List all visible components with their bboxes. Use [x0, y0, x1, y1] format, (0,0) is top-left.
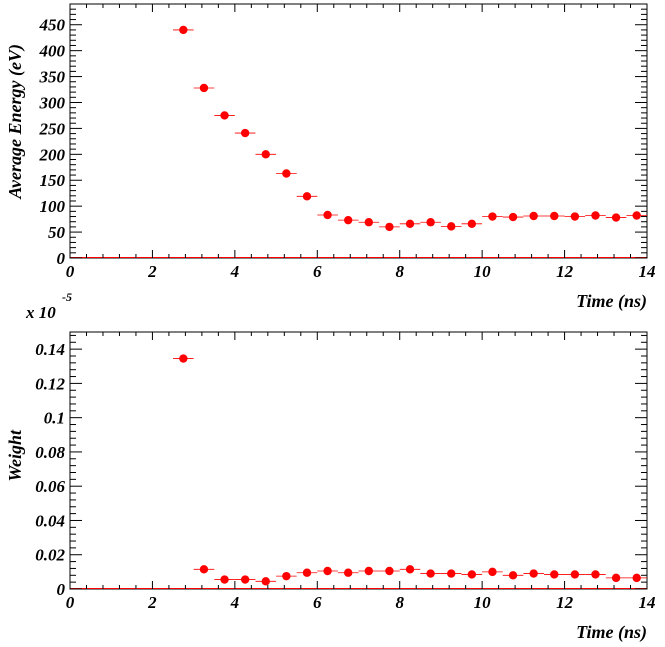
energy-data-point — [488, 212, 497, 221]
energy-x-tick-label: 0 — [66, 262, 75, 281]
energy-data-point — [364, 218, 374, 227]
weight-y-axis-title: Weight — [5, 429, 25, 482]
energy-data-point — [570, 212, 580, 221]
energy-data-point — [591, 211, 600, 220]
weight-data-point — [323, 566, 332, 576]
energy-x-axis-title: Time (ns) — [576, 291, 647, 312]
energy-y-axis-title: Average Energy (eV) — [5, 44, 26, 200]
weight-data-point — [550, 570, 559, 579]
energy-data-point — [343, 215, 353, 225]
energy-data-point — [179, 25, 188, 35]
energy-data-point — [302, 192, 312, 201]
energy-x-tick-label: 12 — [556, 262, 574, 281]
energy-data-point — [447, 222, 456, 231]
weight-data-point — [508, 571, 518, 580]
energy-x-tick-label: 6 — [313, 262, 322, 281]
energy-data-point — [550, 211, 559, 221]
weight-plot-frame — [69, 331, 648, 590]
energy-data-point — [323, 210, 332, 220]
energy-data-point — [632, 211, 641, 220]
energy-ticks: 0 2 4 6 8 10 12 14 0 50 100 150 200 250 300 350 400 450 — [39, 3, 656, 281]
energy-y-tick-label: 300 — [39, 93, 66, 112]
weight-y-tick-label: 0.1 — [44, 409, 65, 428]
energy-data-point — [426, 218, 435, 227]
energy-y-tick-label: 200 — [39, 145, 66, 164]
weight-marks — [173, 354, 647, 586]
energy-data-point — [508, 212, 518, 222]
energy-y-tick-label: 0 — [57, 249, 66, 268]
weight-x-tick-label: 6 — [313, 593, 322, 612]
weight-data-point — [364, 566, 374, 576]
weight-data-point — [488, 567, 497, 577]
weight-y-tick-label: 0.14 — [35, 340, 65, 359]
weight-data-point — [632, 573, 641, 583]
weight-y-tick-label: 0.12 — [35, 374, 65, 393]
weight-data-point — [570, 570, 580, 579]
energy-data-point — [220, 111, 229, 120]
weight-data-point — [179, 354, 188, 363]
energy-x-tick-label: 10 — [474, 262, 492, 281]
weight-y-tick-label: 0.08 — [35, 443, 65, 462]
weight-axis-multiplier: x 10 — [25, 303, 56, 322]
weight-x-tick-label: 2 — [147, 593, 157, 612]
weight-x-axis-title: Time (ns) — [576, 622, 647, 643]
energy-y-tick-label: 350 — [39, 68, 66, 87]
weight-ticks: 0 2 4 6 8 10 12 14 0 0.02 0.04 0.06 0.08 0.1 0.12 0.14 — [35, 332, 656, 612]
weight-data-point — [591, 570, 600, 579]
weight-data-point — [529, 569, 538, 578]
weight-data-point — [611, 573, 621, 583]
energy-y-tick-label: 150 — [40, 171, 66, 190]
energy-data-point — [282, 169, 291, 178]
energy-y-tick-label: 50 — [48, 223, 66, 242]
energy-data-point — [385, 222, 394, 232]
weight-data-point — [467, 570, 477, 579]
weight-x-tick-label: 8 — [395, 593, 404, 612]
weight-x-tick-label: 10 — [474, 593, 492, 612]
energy-data-point — [199, 83, 209, 93]
energy-x-tick-label: 2 — [147, 262, 157, 281]
energy-y-tick-label: 250 — [39, 119, 66, 138]
energy-y-tick-label: 450 — [39, 16, 66, 35]
weight-y-tick-label: 0 — [57, 580, 66, 599]
energy-y-tick-label: 100 — [40, 197, 66, 216]
weight-data-point — [426, 569, 435, 578]
weight-y-tick-label: 0.04 — [35, 511, 65, 530]
weight-x-tick-label: 4 — [230, 593, 240, 612]
energy-y-tick-label: 400 — [39, 42, 66, 61]
energy-chart: 0 2 4 6 8 10 12 14 0 50 100 150 200 250 300 350 400 450 T… — [5, 3, 656, 312]
energy-data-point — [529, 211, 538, 221]
weight-data-point — [261, 577, 270, 586]
weight-data-point — [302, 568, 312, 577]
weight-x-tick-label: 0 — [66, 593, 75, 612]
energy-data-point — [240, 128, 250, 138]
weight-chart: 0 2 4 6 8 10 12 1400.020.040.060.080.10.120.14 … — [5, 290, 656, 643]
weight-data-point — [385, 566, 394, 576]
weight-data-point — [405, 565, 415, 574]
energy-data-point — [467, 219, 477, 228]
energy-data-point — [261, 150, 270, 159]
weight-y-tick-label: 0.06 — [35, 477, 65, 496]
weight-x-tick-label: 14 — [639, 593, 656, 612]
weight-y-tick-label: 0.02 — [35, 546, 65, 565]
weight-data-point — [220, 575, 229, 584]
weight-axis-multiplier-exponent: -5 — [62, 290, 72, 304]
energy-x-tick-label: 8 — [395, 262, 404, 281]
weight-data-point — [343, 568, 353, 577]
weight-data-point — [282, 571, 291, 581]
energy-data-point — [611, 213, 621, 222]
energy-data-point — [405, 219, 415, 228]
weight-data-point — [199, 565, 209, 574]
energy-x-tick-label: 14 — [639, 262, 656, 281]
weight-data-point — [240, 575, 250, 584]
energy-x-tick-label: 4 — [230, 262, 240, 281]
weight-data-point — [447, 569, 456, 578]
weight-x-tick-label: 12 — [556, 593, 574, 612]
energy-marks — [173, 25, 647, 232]
